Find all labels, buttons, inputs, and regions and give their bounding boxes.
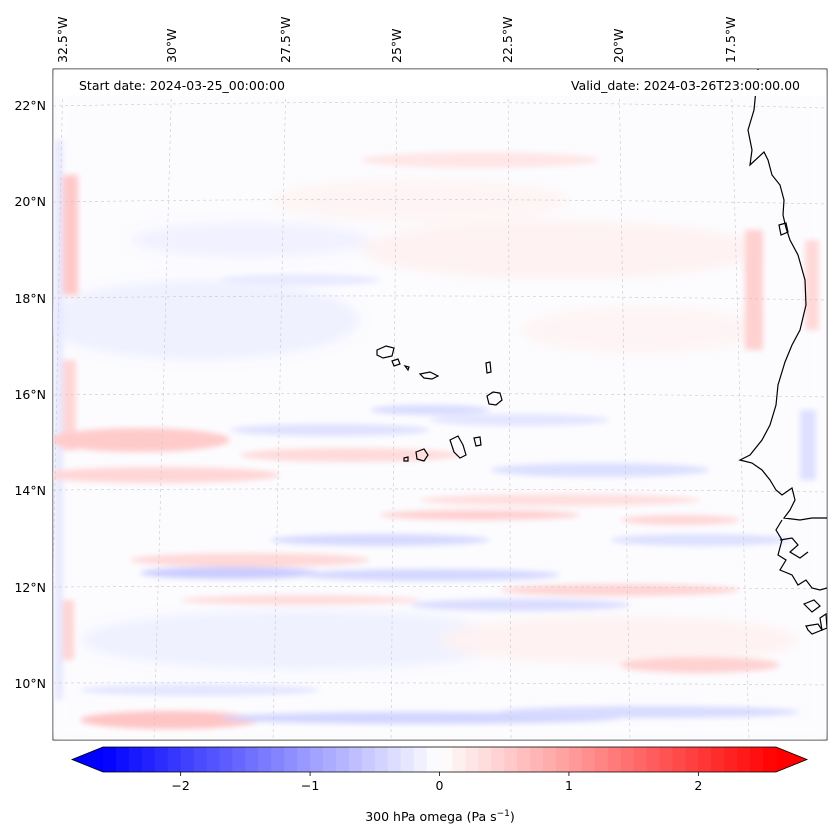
colorbar-segment xyxy=(413,747,428,772)
lon-labels: 32.5°W 30°W 27.5°W 25°W 22.5°W 20°W 17.5… xyxy=(55,17,738,63)
colorbar-segment xyxy=(452,747,466,772)
africa-coastline xyxy=(738,69,827,521)
colorbar-segment xyxy=(633,747,648,772)
colorbar-segment xyxy=(607,747,622,772)
colorbar-segment xyxy=(361,747,376,772)
colorbar-segment xyxy=(128,747,143,772)
colorbar-tick-label: 1 xyxy=(565,778,573,793)
colorbar-segment xyxy=(750,747,764,772)
colorbar-outline xyxy=(70,746,809,773)
lat-label: 10°N xyxy=(14,676,46,691)
colorbar-label-close: ) xyxy=(510,809,515,824)
colorbar-segment xyxy=(193,747,208,772)
colorbar-extend-low xyxy=(72,747,103,772)
colorbar-segment xyxy=(400,747,415,772)
colorbar-segment xyxy=(581,747,596,772)
lon-label: 30°W xyxy=(164,28,179,63)
lat-label: 20°N xyxy=(14,194,46,209)
colorbar-segment xyxy=(659,747,674,772)
colorbar-segment xyxy=(737,747,751,772)
colorbar-segment xyxy=(543,747,557,772)
colorbar-segment xyxy=(271,747,285,772)
colorbar-segment xyxy=(141,747,156,772)
colorbar-segment xyxy=(284,747,298,772)
santo-antao-island xyxy=(376,345,395,359)
colorbar-segment xyxy=(206,747,221,772)
colorbar-segment xyxy=(323,747,337,772)
start-date-label: Start date: 2024-03-25_00:00:00 xyxy=(79,78,285,93)
colorbar-segment xyxy=(646,747,661,772)
colorbar-segment xyxy=(167,747,182,772)
valid-date-label: Valid_date: 2024-03-26T23:00:00.00 xyxy=(571,78,800,93)
lat-label: 22°N xyxy=(14,98,46,113)
colorbar-segment xyxy=(310,747,324,772)
lat-label: 14°N xyxy=(14,483,46,498)
lon-label: 25°W xyxy=(389,28,404,63)
colorbar-segment xyxy=(724,747,738,772)
sao-nicolau-island xyxy=(418,371,440,380)
colorbar-segment xyxy=(568,747,583,772)
colorbar-segment xyxy=(763,747,777,772)
colorbar-segment xyxy=(491,747,505,772)
boa-vista-island xyxy=(486,391,503,406)
colorbar-tick-label: 0 xyxy=(436,778,444,793)
colorbar-segment xyxy=(465,747,479,772)
date-band xyxy=(54,70,826,96)
colorbar-segment xyxy=(232,747,246,772)
sal-island xyxy=(485,361,492,374)
colorbar-segment xyxy=(439,747,454,772)
colorbar-segment xyxy=(154,747,169,772)
colorbar-segment xyxy=(103,747,117,772)
colorbar-label: 300 hPa omega (Pa s−1) xyxy=(365,809,515,824)
colorbar-tick-label: 2 xyxy=(694,778,702,793)
colorbar-segment xyxy=(620,747,635,772)
lat-label: 18°N xyxy=(14,291,46,306)
lat-labels: 22°N 20°N 18°N 16°N 14°N 12°N 10°N xyxy=(14,98,46,691)
colorbar-segment xyxy=(530,747,544,772)
sao-vicente-island xyxy=(391,358,401,367)
colorbar-extend-high xyxy=(776,747,807,772)
colorbar-segment xyxy=(348,747,363,772)
colorbar-segment xyxy=(387,747,402,772)
coastlines xyxy=(376,69,827,635)
colorbar-segment xyxy=(555,747,570,772)
colorbar-segment xyxy=(685,747,699,772)
omega-field xyxy=(53,69,827,740)
colorbar-segment xyxy=(504,747,518,772)
fogo-island xyxy=(415,448,429,462)
colorbar-tick-label: −2 xyxy=(171,778,189,793)
colorbar-segment xyxy=(115,747,130,772)
colorbar-tick-label: −1 xyxy=(301,778,319,793)
colorbar-segment xyxy=(426,747,441,772)
colorbar-segment xyxy=(219,747,234,772)
lon-label: 17.5°W xyxy=(723,17,738,63)
lon-label: 20°W xyxy=(611,28,626,63)
colorbar-segment xyxy=(517,747,531,772)
colorbar-segment xyxy=(180,747,195,772)
colorbar-segment xyxy=(374,747,389,772)
colorbar-segment xyxy=(258,747,272,772)
brava-island xyxy=(403,456,409,462)
lat-label: 16°N xyxy=(14,387,46,402)
colorbar-segment xyxy=(245,747,259,772)
lon-label: 22.5°W xyxy=(500,17,515,63)
colorbar-segment xyxy=(478,747,492,772)
colorbar-segment xyxy=(594,747,609,772)
gridlines xyxy=(53,69,827,740)
maio-island xyxy=(473,436,482,447)
colorbar-segment xyxy=(698,747,712,772)
colorbar-segment xyxy=(297,747,311,772)
colorbar-segment xyxy=(335,747,350,772)
lon-label: 27.5°W xyxy=(278,17,293,63)
lat-label: 12°N xyxy=(14,580,46,595)
colorbar-segment xyxy=(711,747,725,772)
santiago-island xyxy=(449,435,467,459)
colorbar: −2 −1 0 1 2 xyxy=(70,746,809,793)
colorbar-segment xyxy=(672,747,687,772)
colorbar-label-main: 300 hPa omega (Pa s xyxy=(365,809,496,824)
colorbar-label-exponent: −1 xyxy=(497,809,510,819)
lon-label: 32.5°W xyxy=(55,17,70,63)
